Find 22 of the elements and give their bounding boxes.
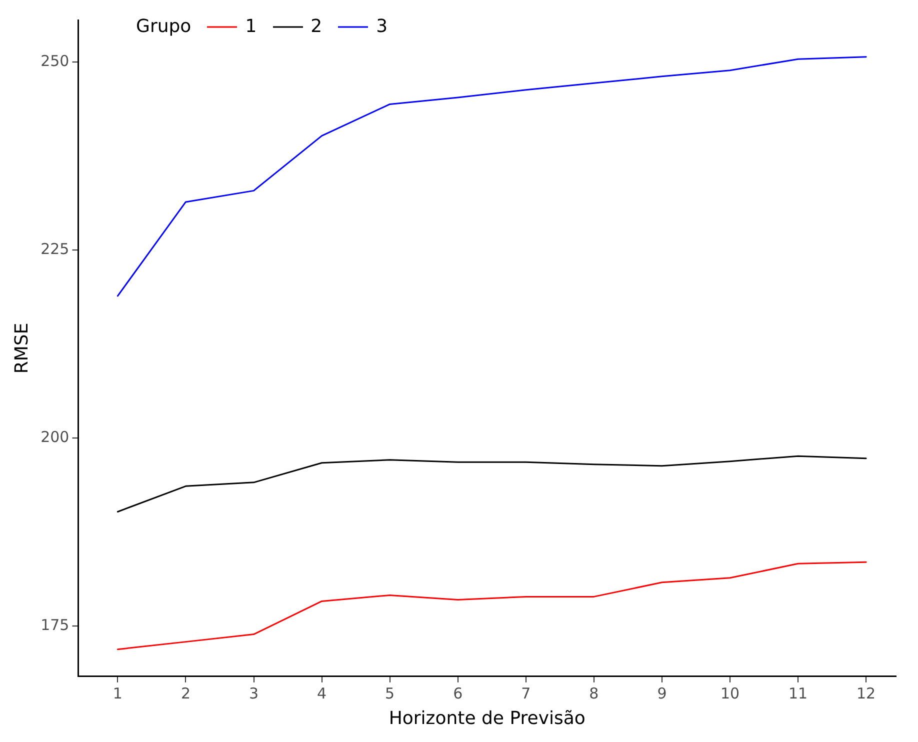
y-tick-label: 250 — [40, 52, 70, 70]
x-tick-label: 5 — [385, 684, 395, 702]
legend-label: 3 — [376, 16, 388, 37]
legend-label: 1 — [245, 16, 257, 37]
x-tick-label: 11 — [788, 684, 808, 702]
legend-title: Grupo — [136, 16, 192, 37]
x-axis-title: Horizonte de Previsão — [388, 708, 586, 729]
x-tick-label: 10 — [720, 684, 740, 702]
y-tick-label: 200 — [40, 428, 70, 446]
x-tick-label: 3 — [248, 684, 259, 702]
y-axis-title: RMSE — [11, 322, 32, 374]
y-tick-label: 225 — [40, 240, 70, 258]
x-tick-label: 6 — [453, 684, 463, 702]
x-tick-label: 9 — [657, 684, 667, 702]
x-tick-label: 4 — [317, 684, 327, 702]
legend-label: 2 — [310, 16, 322, 37]
x-tick-label: 1 — [112, 684, 122, 702]
x-tick-label: 2 — [180, 684, 190, 702]
y-tick-label: 175 — [40, 616, 70, 634]
x-tick-label: 7 — [521, 684, 531, 702]
x-tick-label: 8 — [589, 684, 599, 702]
x-tick-label: 12 — [856, 684, 876, 702]
